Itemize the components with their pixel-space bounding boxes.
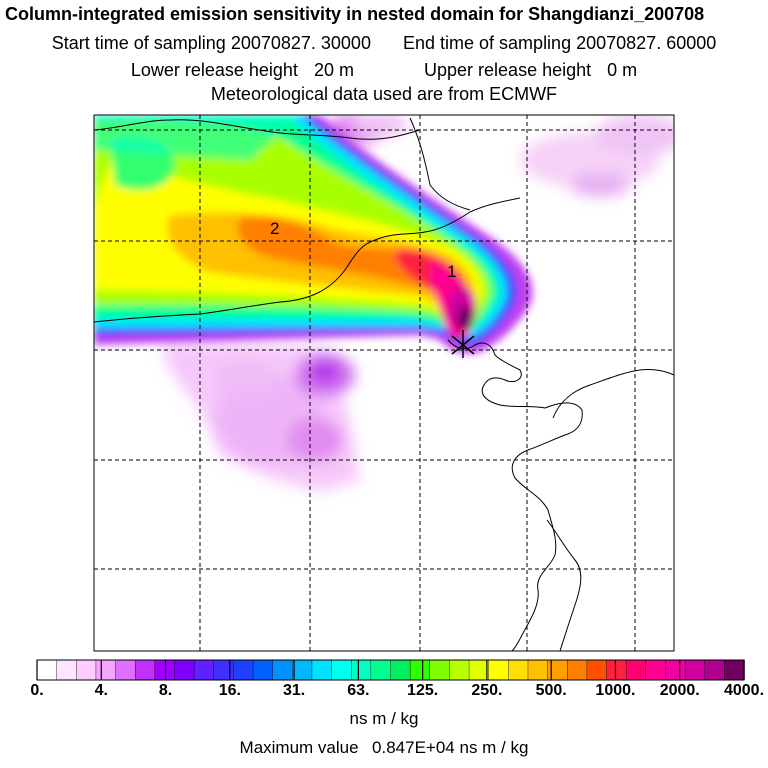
sensitivity-field [94, 115, 674, 651]
low-sensitivity-patches [160, 115, 674, 492]
color-scale-cell [606, 659, 627, 681]
color-scale-tick-label: 16. [218, 682, 241, 699]
plot-title: Column-integrated emission sensitivity i… [5, 4, 705, 24]
color-scale-cell [586, 659, 608, 681]
color-scale-tick-label: 63. [347, 682, 370, 699]
maximum-value-line: Maximum value 0.847E+04 ns m / kg [0, 738, 768, 758]
color-scale-tick-label: 250. [471, 682, 503, 699]
color-scale-cell [704, 659, 726, 681]
color-scale-cell [95, 659, 117, 681]
color-scale-cell [115, 659, 136, 681]
upper-label: Upper release height [424, 60, 592, 80]
color-scale-cell [409, 659, 431, 681]
color-scale-cell [390, 659, 411, 681]
release-height-line: Lower release height 20 m Upper release … [0, 60, 768, 81]
color-scale-cell [174, 659, 195, 681]
color-scale-tick-label: 2000. [659, 682, 700, 699]
map-marker-2: 2 [270, 219, 279, 238]
color-scale-cell [56, 659, 77, 681]
color-scale-cell [233, 659, 254, 681]
end-value: 20070827. 60000 [576, 33, 717, 53]
max-value: 0.847E+04 ns m / kg [372, 738, 529, 757]
color-scale-cell [351, 659, 372, 681]
release-site-marker [451, 330, 475, 358]
lower-label: Lower release height [130, 60, 298, 80]
color-scale-tick-label: 4000. [723, 682, 765, 699]
color-scale-cell [684, 659, 706, 681]
color-scale-cell [468, 659, 490, 681]
color-scale-cell [193, 659, 215, 681]
color-scale-bar [36, 659, 745, 681]
map-frame [93, 114, 675, 652]
map-marker-1: 1 [447, 262, 456, 281]
color-scale-tick-label: 1000. [595, 682, 636, 699]
color-scale-cell [665, 659, 686, 681]
met-data-line: Meteorological data used are from ECMWF [210, 84, 558, 104]
color-scale-tick-label: 125. [407, 682, 439, 699]
color-scale-cell [645, 659, 667, 681]
color-scale-cell [76, 659, 97, 681]
lower-value: 20 m [313, 60, 354, 80]
color-scale-cell [134, 659, 156, 681]
color-scale-frame [36, 659, 745, 681]
color-scale-cell [488, 659, 510, 681]
color-scale-cell [370, 659, 392, 681]
color-scale-cell [724, 659, 745, 681]
color-scale-cell [567, 659, 588, 681]
color-scale-tick-label: 500. [535, 682, 567, 699]
color-scale-cell [311, 659, 333, 681]
upper-value: 0 m [607, 60, 638, 80]
color-scale-cell [527, 659, 549, 681]
color-scale-cell [213, 659, 235, 681]
color-scale-tick-label: 8. [158, 682, 173, 699]
color-scale-cell [449, 659, 470, 681]
color-scale-tick-label: 31. [282, 682, 306, 699]
color-scale-cell [154, 659, 176, 681]
color-scale-cell [429, 659, 451, 681]
color-scale-tick-label: 0. [30, 682, 44, 699]
color-scale-units: ns m / kg [349, 709, 419, 728]
color-scale-tick-label: 4. [94, 682, 108, 699]
color-scale-cell [36, 659, 58, 681]
lat-lon-grid [94, 115, 674, 651]
color-scale-cell [292, 659, 313, 681]
color-scale-cell [508, 659, 529, 681]
end-label: End time of sampling [403, 33, 572, 53]
color-scale-cell [272, 659, 294, 681]
start-value: 20070827. 30000 [230, 33, 371, 53]
start-label: Start time of sampling [51, 33, 226, 53]
max-label: Maximum value [239, 738, 359, 757]
color-scale-cell [331, 659, 352, 681]
sampling-time-line: Start time of sampling 20070827. 30000 E… [0, 33, 768, 54]
color-scale-cell [625, 659, 647, 681]
color-scale-cell [252, 659, 274, 681]
